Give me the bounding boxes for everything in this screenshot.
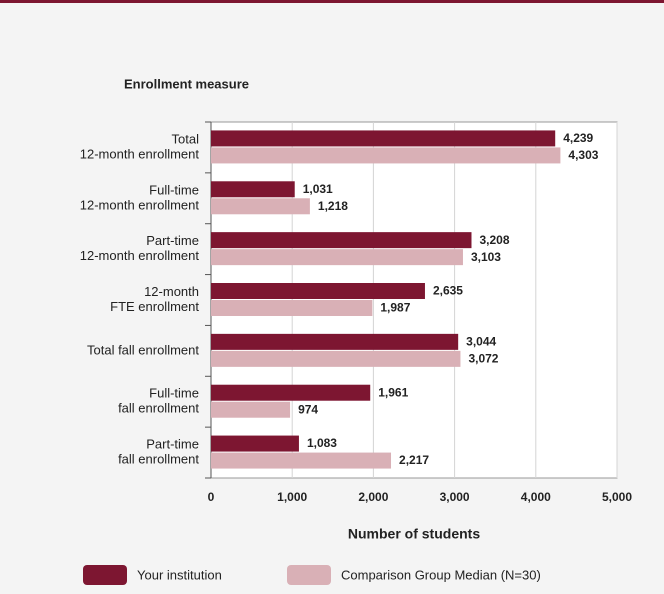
bar bbox=[211, 452, 392, 469]
value-label: 3,103 bbox=[471, 250, 501, 264]
legend-label: Your institution bbox=[137, 567, 222, 582]
y-tick-label: Part-time fall enrollment bbox=[118, 437, 199, 467]
bar bbox=[211, 401, 291, 418]
x-tick-label: 0 bbox=[208, 490, 215, 504]
y-tick-label: Total fall enrollment bbox=[87, 342, 199, 357]
value-label: 2,635 bbox=[433, 284, 463, 298]
y-tick-label: Total 12-month enrollment bbox=[80, 132, 200, 162]
legend-label: Comparison Group Median (N=30) bbox=[341, 567, 541, 582]
value-label: 974 bbox=[298, 402, 318, 416]
bar bbox=[211, 300, 373, 316]
bar bbox=[211, 232, 472, 249]
legend-swatch bbox=[83, 565, 127, 585]
y-tick-label: 12-month FTE enrollment bbox=[110, 284, 199, 314]
legend-swatch bbox=[287, 565, 331, 585]
x-tick-label: 4,000 bbox=[521, 490, 551, 504]
value-label: 3,044 bbox=[466, 335, 496, 349]
x-tick-label: 5,000 bbox=[602, 490, 632, 504]
y-tick-label: Full-time fall enrollment bbox=[118, 386, 199, 416]
value-label: 4,303 bbox=[568, 148, 598, 162]
bar bbox=[211, 249, 463, 266]
x-tick-label: 3,000 bbox=[440, 490, 470, 504]
bar bbox=[211, 333, 459, 350]
x-tick-label: 2,000 bbox=[358, 490, 388, 504]
value-label: 1,987 bbox=[380, 301, 410, 315]
value-label: 2,217 bbox=[399, 453, 429, 467]
value-label: 1,218 bbox=[318, 199, 348, 213]
bar bbox=[211, 147, 561, 164]
bar bbox=[211, 198, 310, 215]
value-label: 3,072 bbox=[468, 352, 498, 366]
value-label: 1,961 bbox=[378, 385, 408, 399]
bar bbox=[211, 130, 556, 147]
top-border bbox=[0, 0, 664, 3]
y-tick-label: Full-time 12-month enrollment bbox=[80, 183, 200, 213]
y-tick-label: Part-time 12-month enrollment bbox=[80, 234, 200, 264]
bar bbox=[211, 435, 299, 452]
bar bbox=[211, 350, 461, 367]
bar bbox=[211, 384, 371, 401]
bar bbox=[211, 283, 425, 299]
value-label: 4,239 bbox=[563, 131, 593, 145]
value-label: 3,208 bbox=[479, 233, 509, 247]
value-label: 1,083 bbox=[307, 436, 337, 450]
x-tick-label: 1,000 bbox=[277, 490, 307, 504]
bar bbox=[211, 181, 295, 198]
x-axis-title: Number of students bbox=[348, 526, 480, 542]
y-axis-title: Enrollment measure bbox=[124, 76, 249, 91]
value-label: 1,031 bbox=[303, 182, 333, 196]
